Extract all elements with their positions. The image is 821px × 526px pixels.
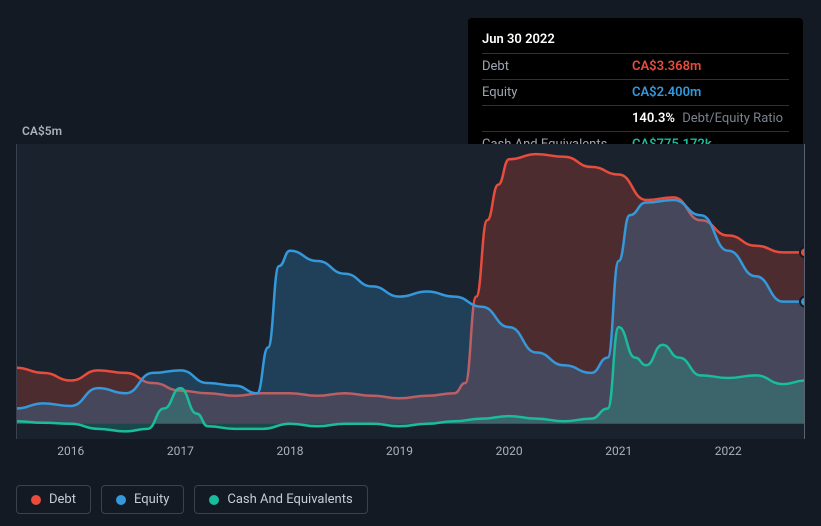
x-axis-ticks: 2016 2017 2018 2019 2020 2021 2022 xyxy=(16,444,805,464)
tooltip-row: 140.3% Debt/Equity Ratio xyxy=(482,106,789,132)
x-tick-label: 2022 xyxy=(715,444,742,458)
chart-plot-area[interactable] xyxy=(16,144,805,439)
tooltip-extra: Debt/Equity Ratio xyxy=(679,111,783,126)
x-tick-label: 2016 xyxy=(57,444,84,458)
hover-crosshair xyxy=(804,144,805,439)
legend-swatch xyxy=(209,495,219,505)
chart-tooltip: Jun 30 2022 DebtCA$3.368mEquityCA$2.400m… xyxy=(468,18,803,165)
tooltip-value: CA$3.368m xyxy=(632,59,701,74)
chart-svg xyxy=(16,144,805,439)
tooltip-label xyxy=(482,111,632,126)
tooltip-value: CA$2.400m xyxy=(632,85,701,100)
tooltip-value: 140.3% Debt/Equity Ratio xyxy=(632,111,783,126)
tooltip-label: Debt xyxy=(482,59,632,74)
x-tick-label: 2021 xyxy=(605,444,632,458)
tooltip-row: DebtCA$3.368m xyxy=(482,54,789,80)
legend-item[interactable]: Cash And Equivalents xyxy=(194,485,367,514)
legend-swatch xyxy=(31,495,41,505)
legend-item[interactable]: Equity xyxy=(101,485,184,514)
x-tick-label: 2020 xyxy=(496,444,523,458)
tooltip-label: Equity xyxy=(482,85,632,100)
y-axis-line xyxy=(16,144,17,439)
legend-swatch xyxy=(116,495,126,505)
legend-item[interactable]: Debt xyxy=(16,485,91,514)
x-tick-label: 2017 xyxy=(167,444,194,458)
y-axis-max-label: CA$5m xyxy=(22,124,62,138)
x-tick-label: 2019 xyxy=(386,444,413,458)
tooltip-date: Jun 30 2022 xyxy=(482,26,789,54)
chart-legend: Debt Equity Cash And Equivalents xyxy=(16,485,368,514)
x-tick-label: 2018 xyxy=(276,444,303,458)
tooltip-row: EquityCA$2.400m xyxy=(482,80,789,106)
legend-label: Cash And Equivalents xyxy=(227,492,352,507)
legend-label: Debt xyxy=(49,492,76,507)
legend-label: Equity xyxy=(134,492,169,507)
